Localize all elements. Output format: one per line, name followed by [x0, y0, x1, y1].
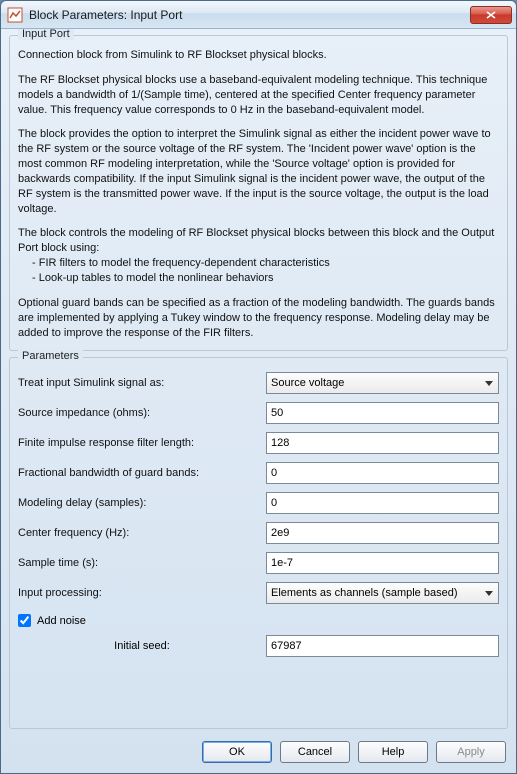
help-button[interactable]: Help: [358, 741, 428, 763]
frac-bw-label: Fractional bandwidth of guard bands:: [18, 467, 266, 479]
param-row-sample-time: Sample time (s):: [18, 552, 499, 574]
titlebar[interactable]: Block Parameters: Input Port: [1, 1, 516, 29]
parameters-group-title: Parameters: [18, 350, 83, 362]
input-proc-select[interactable]: Elements as channels (sample based): [266, 582, 499, 604]
sample-time-input[interactable]: [266, 552, 499, 574]
param-row-source-impedance: Source impedance (ohms):: [18, 402, 499, 424]
app-icon: [7, 7, 23, 23]
param-row-delay: Modeling delay (samples):: [18, 492, 499, 514]
dialog-content: Input Port Connection block from Simulin…: [1, 29, 516, 773]
treat-input-select[interactable]: Source voltage: [266, 372, 499, 394]
desc-p1: Connection block from Simulink to RF Blo…: [18, 48, 499, 63]
param-row-fir-length: Finite impulse response filter length:: [18, 432, 499, 454]
description-group-title: Input Port: [18, 29, 74, 40]
apply-button: Apply: [436, 741, 506, 763]
desc-p3: The block provides the option to interpr…: [18, 127, 499, 216]
center-freq-input[interactable]: [266, 522, 499, 544]
param-row-center-freq: Center frequency (Hz):: [18, 522, 499, 544]
parameters-group: Parameters Treat input Simulink signal a…: [9, 357, 508, 729]
seed-row: Initial seed:: [18, 635, 499, 657]
delay-label: Modeling delay (samples):: [18, 497, 266, 509]
cancel-button[interactable]: Cancel: [280, 741, 350, 763]
ok-button[interactable]: OK: [202, 741, 272, 763]
desc-bullet-2: - Look-up tables to model the nonlinear …: [18, 271, 499, 286]
seed-input[interactable]: [266, 635, 499, 657]
input-proc-label: Input processing:: [18, 587, 266, 599]
description-text: Connection block from Simulink to RF Blo…: [18, 48, 499, 340]
param-row-treat-input: Treat input Simulink signal as: Source v…: [18, 372, 499, 394]
fir-length-label: Finite impulse response filter length:: [18, 437, 266, 449]
source-impedance-label: Source impedance (ohms):: [18, 407, 266, 419]
desc-bullet-1: - FIR filters to model the frequency-dep…: [18, 256, 499, 271]
description-group: Input Port Connection block from Simulin…: [9, 35, 508, 351]
seed-label: Initial seed:: [18, 640, 266, 652]
treat-input-label: Treat input Simulink signal as:: [18, 377, 266, 389]
sample-time-label: Sample time (s):: [18, 557, 266, 569]
fir-length-input[interactable]: [266, 432, 499, 454]
center-freq-label: Center frequency (Hz):: [18, 527, 266, 539]
param-row-input-proc: Input processing: Elements as channels (…: [18, 582, 499, 604]
frac-bw-input[interactable]: [266, 462, 499, 484]
param-row-frac-bw: Fractional bandwidth of guard bands:: [18, 462, 499, 484]
close-icon: [486, 11, 496, 19]
delay-input[interactable]: [266, 492, 499, 514]
add-noise-checkbox[interactable]: [18, 614, 31, 627]
close-button[interactable]: [470, 6, 512, 24]
desc-p5: Optional guard bands can be specified as…: [18, 296, 499, 341]
titlebar-title: Block Parameters: Input Port: [29, 8, 470, 22]
dialog-window: Block Parameters: Input Port Input Port …: [0, 0, 517, 774]
button-bar: OK Cancel Help Apply: [9, 735, 508, 765]
add-noise-row: Add noise: [18, 614, 499, 627]
desc-p4: The block controls the modeling of RF Bl…: [18, 226, 499, 256]
desc-p2: The RF Blockset physical blocks use a ba…: [18, 73, 499, 118]
source-impedance-input[interactable]: [266, 402, 499, 424]
add-noise-label: Add noise: [37, 615, 86, 627]
